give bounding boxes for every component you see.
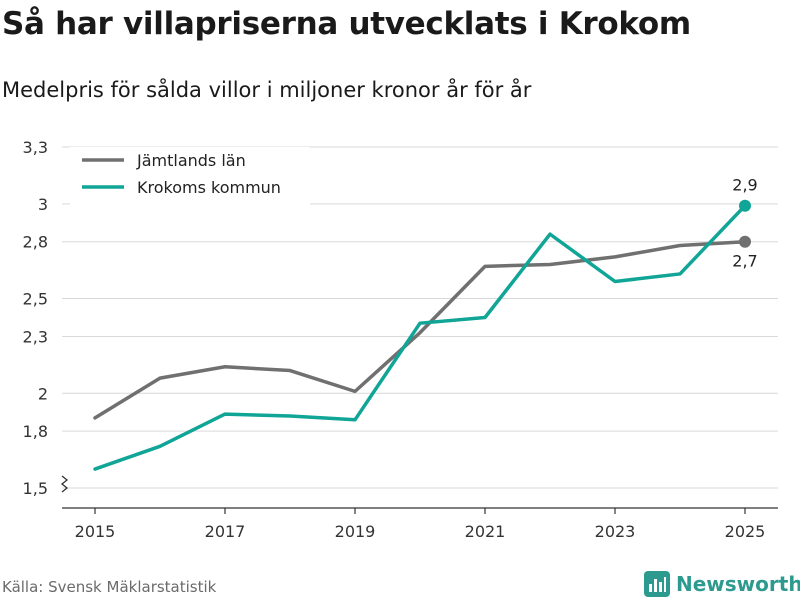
data-label: 2,9	[732, 176, 757, 195]
end-point	[739, 199, 751, 212]
x-tick-label: 2015	[75, 522, 116, 541]
data-label: 2,7	[732, 252, 757, 271]
x-tick-label: 2017	[205, 522, 246, 541]
chart-subtitle: Medelpris för sålda villor i miljoner kr…	[2, 78, 532, 102]
y-tick-label: 1,5	[23, 479, 48, 498]
chart-title: Så har villapriserna utvecklats i Krokom	[2, 6, 691, 42]
axis-break-icon	[60, 475, 69, 493]
legend-label: Krokoms kommun	[137, 178, 281, 197]
y-tick-label: 2,8	[23, 233, 48, 252]
y-tick-label: 2,3	[23, 327, 48, 346]
series-line	[93, 239, 747, 420]
series-line	[93, 203, 747, 471]
bar-chart-icon	[644, 571, 670, 597]
x-tick-label: 2019	[335, 522, 376, 541]
brand-name: Newsworthy	[676, 572, 800, 596]
y-tick-label: 2,5	[23, 290, 48, 309]
y-tick-label: 1,8	[23, 422, 48, 441]
y-tick-label: 2	[38, 384, 48, 403]
y-tick-label: 3,3	[23, 138, 48, 157]
newsworthy-logo: Newsworthy	[644, 570, 800, 598]
x-tick-label: 2021	[465, 522, 506, 541]
x-tick-label: 2025	[725, 522, 766, 541]
source-note: Källa: Svensk Mäklarstatistik	[2, 578, 217, 596]
x-tick-label: 2023	[595, 522, 636, 541]
line-chart: 1,5 1,8 2 2,3 2,5 2,8 3 3,3 2015 2017 2019 2021 2023…	[23, 138, 778, 541]
end-point	[739, 235, 751, 248]
legend-background	[70, 147, 310, 205]
y-tick-label: 3	[38, 195, 48, 214]
legend-label: Jämtlands län	[136, 151, 246, 170]
